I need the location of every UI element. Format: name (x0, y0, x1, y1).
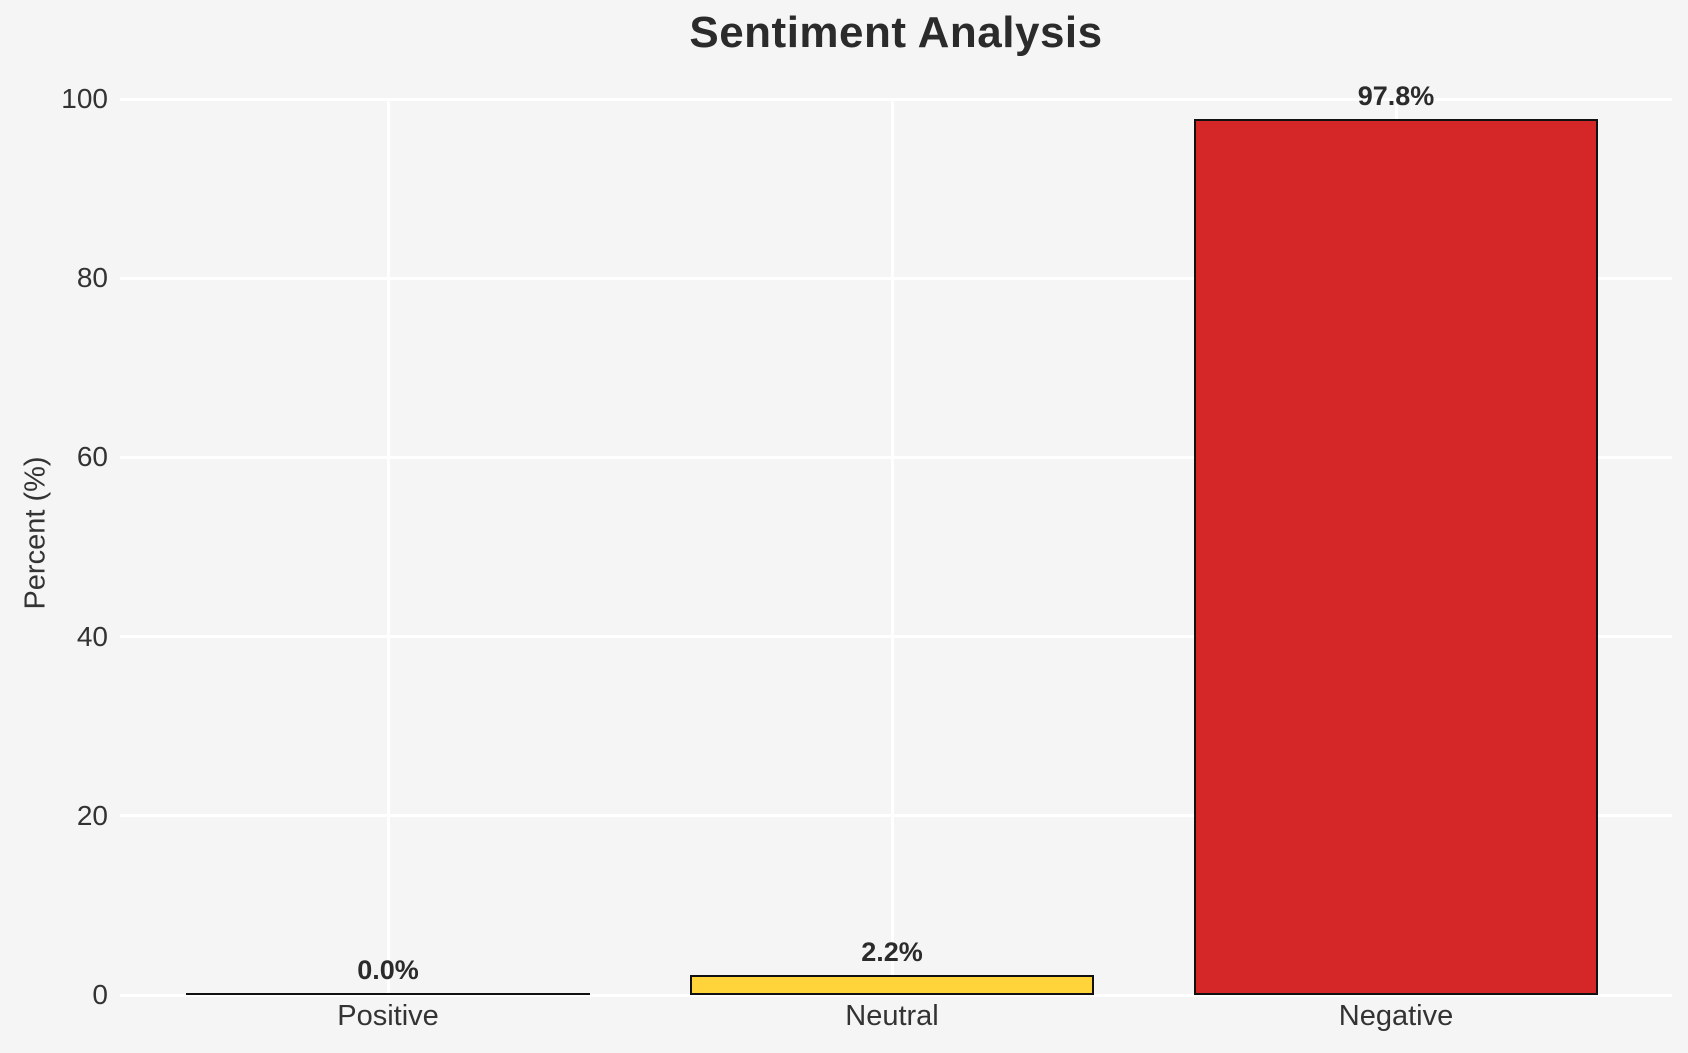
y-tick-label: 80 (76, 262, 108, 294)
bar-negative (1194, 118, 1598, 995)
x-category-label-negative: Negative (1338, 1000, 1454, 1032)
bar-positive (186, 992, 590, 995)
h-gridline (120, 276, 1672, 280)
h-gridline (120, 97, 1672, 101)
bar-value-label: 97.8% (1357, 80, 1435, 111)
h-gridline (120, 993, 1672, 997)
y-tick-label: 100 (61, 83, 108, 114)
y-axis-label: Percent (%) (19, 456, 52, 610)
x-category-label-positive: Positive (337, 1000, 439, 1032)
v-gridline (386, 99, 390, 995)
h-gridline (120, 455, 1672, 459)
x-category-label-neutral: Neutral (845, 1000, 939, 1032)
h-gridline (120, 814, 1672, 818)
y-tick-label: 40 (76, 620, 108, 652)
bar-value-label: 2.2% (861, 937, 923, 968)
y-tick-label: 20 (76, 799, 108, 831)
bar-neutral (690, 975, 1094, 995)
v-gridline (890, 99, 894, 995)
bar-value-label: 0.0% (357, 954, 419, 985)
y-tick-label: 60 (76, 441, 108, 473)
y-tick-label: 0 (92, 979, 108, 1010)
h-gridline (120, 635, 1672, 639)
chart-title: Sentiment Analysis (689, 8, 1103, 57)
